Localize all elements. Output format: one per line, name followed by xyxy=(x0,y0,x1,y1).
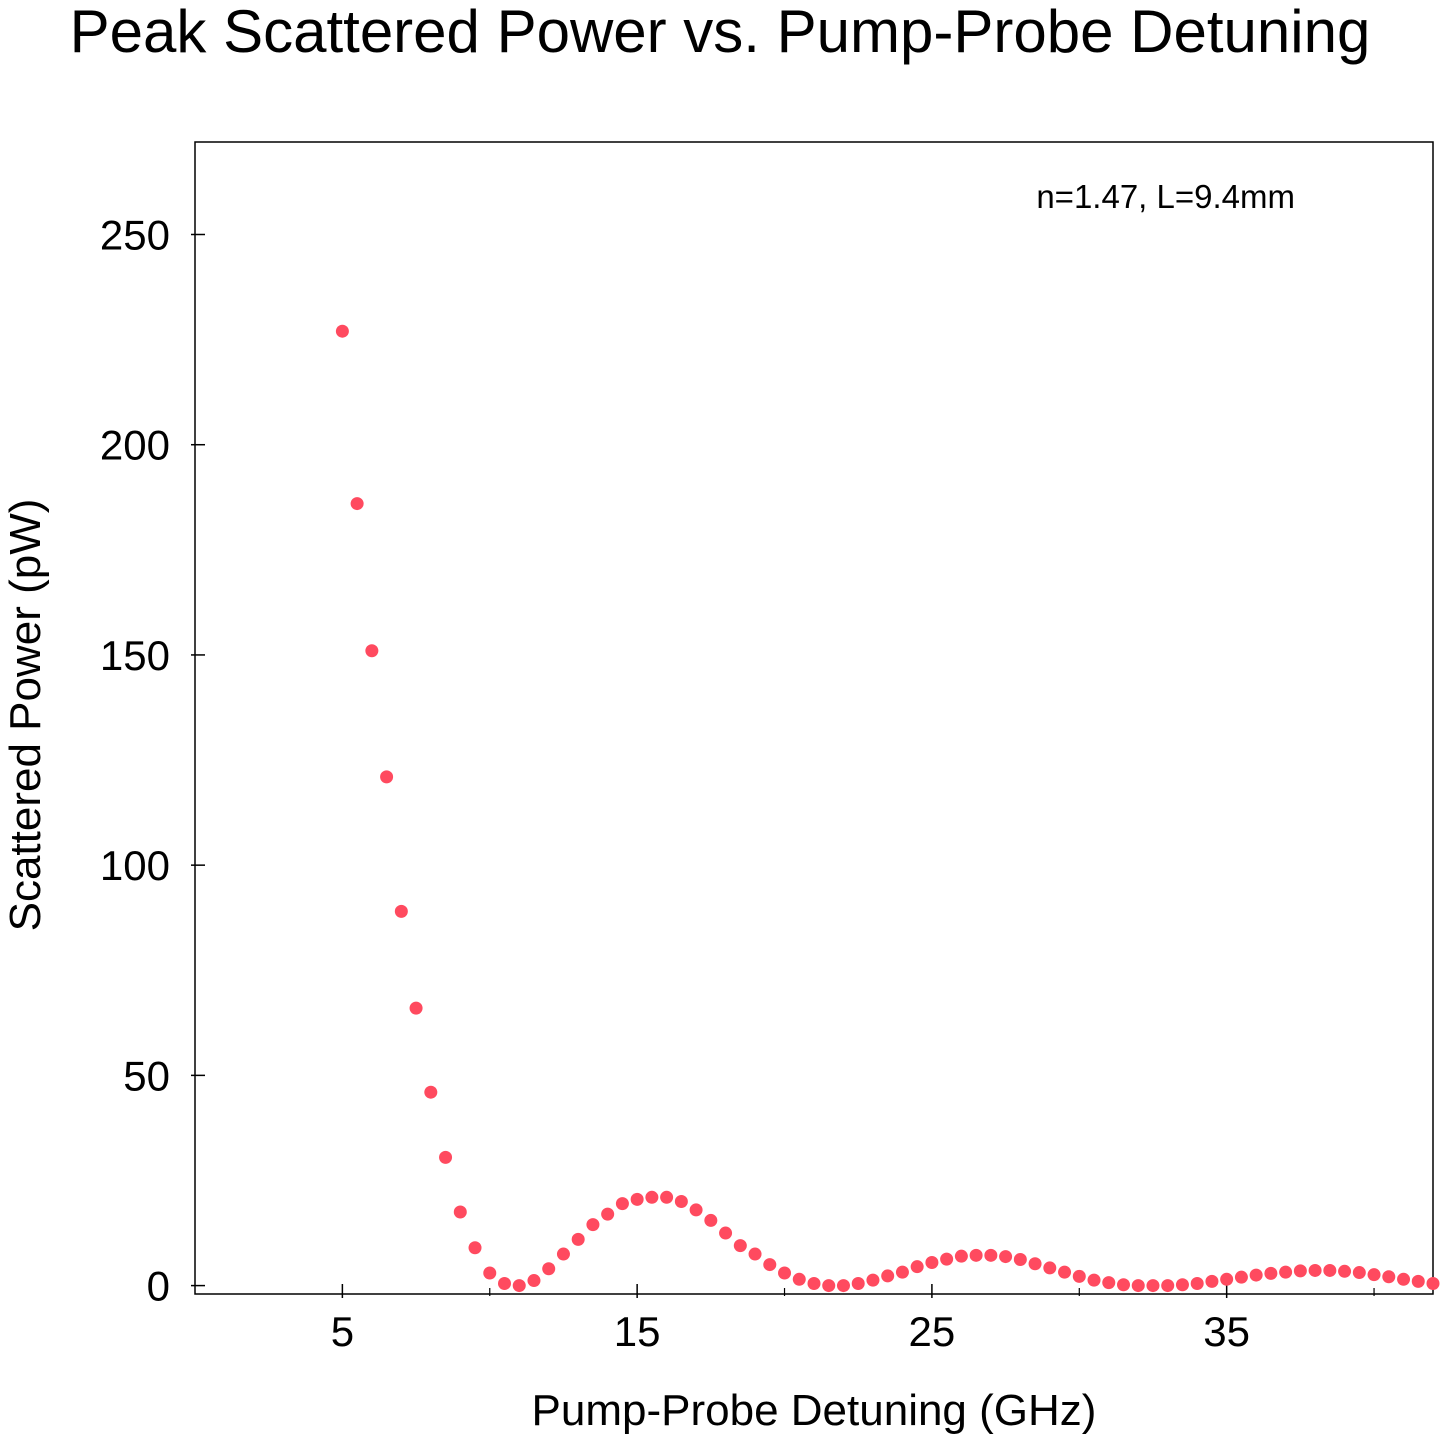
data-point xyxy=(1308,1263,1322,1277)
y-tick-label: 150 xyxy=(100,632,170,679)
data-point xyxy=(792,1272,806,1286)
data-point xyxy=(630,1192,644,1206)
data-point xyxy=(1072,1269,1086,1283)
y-axis-label: Scattered Power (pW) xyxy=(1,499,50,932)
data-point xyxy=(999,1250,1013,1264)
data-point xyxy=(748,1247,762,1261)
data-point xyxy=(527,1274,541,1288)
data-point xyxy=(1087,1273,1101,1287)
data-point xyxy=(468,1241,482,1255)
data-point xyxy=(1264,1266,1278,1280)
data-point xyxy=(763,1258,777,1272)
data-point xyxy=(350,497,364,511)
y-tick-label: 250 xyxy=(100,211,170,258)
data-point xyxy=(1058,1265,1072,1279)
data-point xyxy=(1279,1265,1293,1279)
y-tick-label: 200 xyxy=(100,422,170,469)
data-point xyxy=(1367,1268,1381,1282)
data-point xyxy=(1249,1268,1263,1282)
data-point xyxy=(1338,1264,1352,1278)
x-tick-label: 25 xyxy=(909,1308,956,1355)
data-point xyxy=(409,1001,423,1015)
data-point xyxy=(660,1190,674,1204)
data-point xyxy=(1411,1274,1425,1288)
data-point xyxy=(1146,1279,1160,1293)
data-point xyxy=(910,1260,924,1274)
data-point xyxy=(851,1276,865,1290)
y-tick-label: 50 xyxy=(123,1052,170,1099)
data-point xyxy=(984,1248,998,1262)
data-point xyxy=(1013,1253,1027,1267)
data-point xyxy=(778,1266,792,1280)
data-point xyxy=(615,1197,629,1211)
data-point xyxy=(674,1195,688,1209)
data-point xyxy=(704,1213,718,1227)
data-point xyxy=(1293,1264,1307,1278)
chart-title: Peak Scattered Power vs. Pump-Probe Detu… xyxy=(70,0,1371,65)
x-axis: 5 15 25 35 xyxy=(331,1284,1375,1355)
data-point xyxy=(542,1262,556,1276)
data-point xyxy=(645,1190,659,1204)
data-point xyxy=(895,1265,909,1279)
data-point xyxy=(925,1255,939,1269)
data-point xyxy=(881,1269,895,1283)
plot-frame xyxy=(194,141,1434,1295)
data-point xyxy=(453,1205,467,1219)
data-point xyxy=(1175,1278,1189,1292)
data-point xyxy=(1352,1266,1366,1280)
data-point xyxy=(394,904,408,918)
data-point xyxy=(1220,1272,1234,1286)
data-point xyxy=(439,1150,453,1164)
data-point xyxy=(836,1279,850,1293)
x-tick-label: 35 xyxy=(1203,1308,1250,1355)
data-point xyxy=(601,1207,615,1221)
data-point xyxy=(1102,1276,1116,1290)
data-point xyxy=(954,1249,968,1263)
x-axis-label: Pump-Probe Detuning (GHz) xyxy=(532,1386,1097,1435)
data-point xyxy=(365,644,379,658)
data-point xyxy=(1205,1274,1219,1288)
data-point xyxy=(1426,1276,1440,1290)
data-point xyxy=(512,1279,526,1293)
data-point xyxy=(380,770,394,784)
data-point xyxy=(940,1252,954,1266)
data-point xyxy=(1161,1279,1175,1293)
chart-annotation: n=1.47, L=9.4mm xyxy=(1036,178,1295,215)
y-tick-label: 100 xyxy=(100,842,170,889)
data-point xyxy=(1382,1270,1396,1284)
data-point xyxy=(1234,1270,1248,1284)
data-point xyxy=(1117,1278,1130,1292)
data-point xyxy=(424,1085,438,1099)
x-tick-label: 5 xyxy=(331,1308,354,1355)
data-point xyxy=(733,1239,747,1253)
data-point xyxy=(498,1276,511,1290)
data-point xyxy=(1323,1263,1337,1277)
data-point xyxy=(689,1203,703,1217)
data-point xyxy=(483,1266,497,1280)
data-point xyxy=(586,1218,600,1232)
data-point xyxy=(866,1273,880,1287)
data-point xyxy=(1397,1272,1411,1286)
data-points xyxy=(335,324,1440,1293)
data-point xyxy=(719,1226,733,1240)
data-point xyxy=(1190,1276,1204,1290)
y-tick-label: 0 xyxy=(147,1263,170,1310)
data-point xyxy=(1028,1257,1042,1271)
x-tick-label: 15 xyxy=(614,1308,661,1355)
data-point xyxy=(335,324,349,338)
data-point xyxy=(556,1247,570,1261)
data-point xyxy=(571,1232,585,1246)
data-point xyxy=(1131,1279,1145,1293)
data-point xyxy=(969,1248,983,1262)
data-point xyxy=(1043,1261,1057,1275)
data-point xyxy=(822,1279,836,1293)
data-point xyxy=(807,1276,821,1290)
y-axis: 0 50 100 150 200 250 xyxy=(100,211,205,1310)
